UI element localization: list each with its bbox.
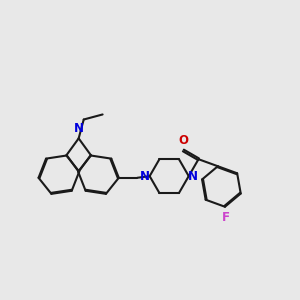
Text: F: F (222, 211, 230, 224)
Text: O: O (178, 134, 188, 147)
Text: N: N (140, 169, 150, 183)
Text: N: N (74, 122, 84, 135)
Text: N: N (188, 169, 198, 183)
